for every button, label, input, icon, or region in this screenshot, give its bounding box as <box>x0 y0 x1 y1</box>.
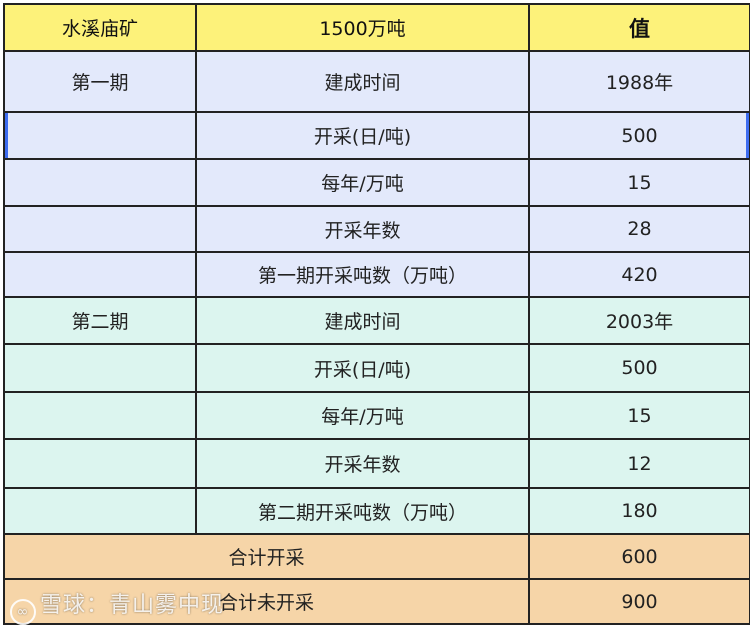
item-cell[interactable]: 开采(日/吨) <box>195 111 530 160</box>
item-cell[interactable]: 开采年数 <box>195 438 530 489</box>
empty-cell[interactable] <box>3 205 197 253</box>
header-capacity[interactable]: 1500万吨 <box>195 3 530 52</box>
item-cell[interactable]: 第二期开采吨数（万吨） <box>195 487 530 535</box>
value-cell[interactable]: 1988年 <box>528 50 750 113</box>
empty-cell[interactable] <box>3 438 197 489</box>
item-cell[interactable]: 每年/万吨 <box>195 158 530 207</box>
empty-cell[interactable] <box>3 343 197 393</box>
table-row: 每年/万吨 15 <box>3 158 750 207</box>
total-unmined-value[interactable]: 900 <box>528 578 750 625</box>
xueqiu-logo-icon: ∞ <box>10 599 36 625</box>
empty-cell[interactable] <box>3 251 197 298</box>
phase2-label[interactable]: 第二期 <box>3 296 197 345</box>
item-cell[interactable]: 建成时间 <box>195 296 530 345</box>
table-row: 开采(日/吨) 500 <box>3 111 750 160</box>
empty-cell[interactable] <box>3 487 197 535</box>
table-row: 开采年数 28 <box>3 205 750 253</box>
header-row: 水溪庙矿 1500万吨 值 <box>3 3 750 52</box>
header-mine-name[interactable]: 水溪庙矿 <box>3 3 197 52</box>
table-row: 第二期开采吨数（万吨） 180 <box>3 487 750 535</box>
empty-cell[interactable] <box>3 111 197 160</box>
total-mined-label[interactable]: 合计开采 <box>3 533 530 580</box>
phase1-label[interactable]: 第一期 <box>3 50 197 113</box>
value-cell[interactable]: 420 <box>528 251 750 298</box>
mine-data-table: 水溪庙矿 1500万吨 值 第一期 建成时间 1988年 开采(日/吨) 500… <box>3 3 750 625</box>
total-row: 合计未开采 900 <box>3 578 750 625</box>
table-row: 第二期 建成时间 2003年 <box>3 296 750 345</box>
value-cell[interactable]: 28 <box>528 205 750 253</box>
value-cell[interactable]: 15 <box>528 391 750 440</box>
table-row: 第一期开采吨数（万吨） 420 <box>3 251 750 298</box>
value-cell[interactable]: 500 <box>528 111 750 160</box>
header-value[interactable]: 值 <box>528 3 750 52</box>
total-row: 合计开采 600 <box>3 533 750 580</box>
total-unmined-label[interactable]: 合计未开采 <box>3 578 530 625</box>
item-cell[interactable]: 第一期开采吨数（万吨） <box>195 251 530 298</box>
watermark-text: 雪球：青山雾中现 <box>40 593 225 618</box>
value-cell[interactable]: 12 <box>528 438 750 489</box>
item-cell[interactable]: 开采(日/吨) <box>195 343 530 393</box>
table-row: 开采年数 12 <box>3 438 750 489</box>
total-mined-value[interactable]: 600 <box>528 533 750 580</box>
value-cell[interactable]: 2003年 <box>528 296 750 345</box>
empty-cell[interactable] <box>3 391 197 440</box>
watermark: ∞ 雪球：青山雾中现 <box>10 587 224 625</box>
empty-cell[interactable] <box>3 158 197 207</box>
value-cell[interactable]: 180 <box>528 487 750 535</box>
item-cell[interactable]: 每年/万吨 <box>195 391 530 440</box>
value-cell[interactable]: 15 <box>528 158 750 207</box>
value-cell[interactable]: 500 <box>528 343 750 393</box>
table-row: 每年/万吨 15 <box>3 391 750 440</box>
table-row: 开采(日/吨) 500 <box>3 343 750 393</box>
item-cell[interactable]: 开采年数 <box>195 205 530 253</box>
item-cell[interactable]: 建成时间 <box>195 50 530 113</box>
table-row: 第一期 建成时间 1988年 <box>3 50 750 113</box>
